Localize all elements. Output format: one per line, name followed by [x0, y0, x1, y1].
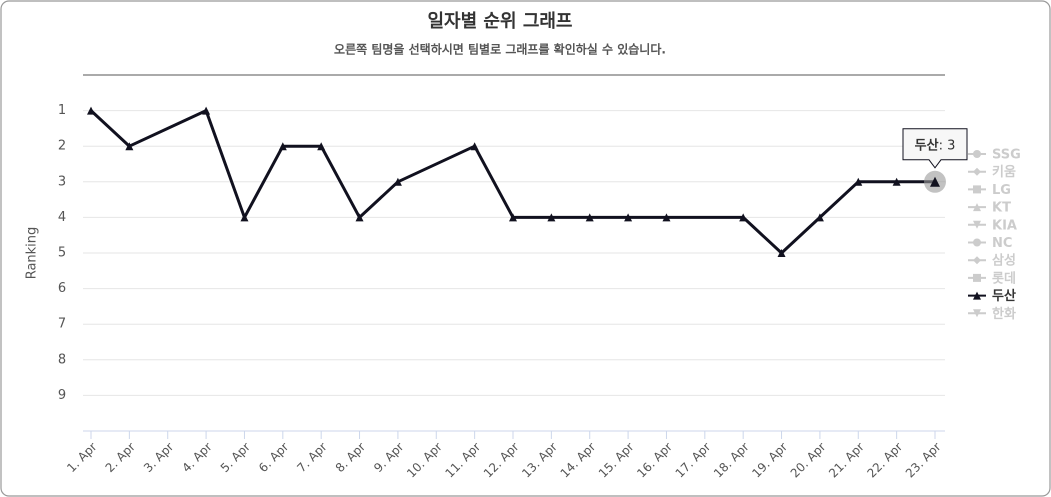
legend-symbol: [973, 256, 981, 265]
data-point: [202, 106, 211, 115]
legend-label[interactable]: SSG: [992, 148, 1021, 163]
legend-label[interactable]: KIA: [992, 218, 1017, 233]
data-point: [393, 177, 402, 186]
data-point: [470, 142, 479, 151]
tooltip-box: [902, 128, 968, 169]
y-tick-label: 7: [58, 317, 66, 332]
legend-symbol: [973, 309, 981, 318]
y-tick-label: 6: [58, 281, 66, 296]
legend-label[interactable]: NC: [992, 236, 1012, 251]
y-axis-title: Ranking: [25, 227, 40, 280]
legend-symbol: [973, 150, 981, 158]
legend-label[interactable]: 키움: [992, 164, 1016, 180]
hover-point: [930, 176, 940, 187]
legend-label[interactable]: 두산: [992, 288, 1016, 304]
tooltip-value: 3: [947, 138, 955, 153]
data-point: [739, 213, 748, 222]
data-line: [89, 109, 935, 255]
data-point: [355, 213, 364, 222]
y-tick-label: 3: [58, 174, 66, 189]
legend-label[interactable]: 롯데: [992, 271, 1016, 286]
tooltip-text: 두산: 3: [915, 137, 956, 153]
y-tick-label: 2: [58, 139, 66, 154]
legend-symbol: [973, 291, 981, 300]
data-point: [509, 213, 517, 222]
data-point: [240, 213, 249, 222]
data-point: [87, 106, 95, 115]
data-point: [777, 249, 786, 257]
y-tick-label: 4: [58, 210, 66, 225]
legend-label[interactable]: KT: [992, 201, 1011, 216]
data-point: [317, 142, 326, 151]
legend-label[interactable]: 한화: [992, 306, 1016, 322]
data-point: [662, 213, 671, 222]
legend-label[interactable]: LG: [992, 183, 1011, 198]
legend-label[interactable]: 삼성: [992, 253, 1016, 269]
data-point: [854, 177, 863, 186]
chart-subtitle: 오른쪽 팀명을 선택하시면 팀별로 그래프를 확인하실 수 있습니다.: [334, 42, 666, 57]
y-tick-label: 5: [58, 246, 66, 261]
legend-symbol: [973, 220, 981, 229]
data-point: [125, 142, 134, 151]
tooltip-series: 두산: [915, 137, 939, 153]
legend-symbol: [973, 273, 981, 282]
tooltip-sep: :: [939, 138, 948, 153]
data-point: [547, 213, 556, 222]
data-point: [278, 142, 287, 151]
data-point: [892, 177, 901, 186]
y-tick-label: 9: [58, 388, 66, 403]
legend-symbol: [973, 203, 981, 212]
legend-symbol: [973, 185, 981, 194]
legend-symbol: [973, 167, 981, 176]
chart-title: 일자별 순위 그래프: [427, 11, 572, 32]
y-tick-label: 1: [58, 103, 66, 118]
legend-symbol: [973, 238, 981, 247]
data-point: [624, 213, 633, 222]
y-tick-label: 8: [58, 352, 66, 367]
data-point: [585, 213, 594, 222]
data-point: [815, 213, 824, 222]
